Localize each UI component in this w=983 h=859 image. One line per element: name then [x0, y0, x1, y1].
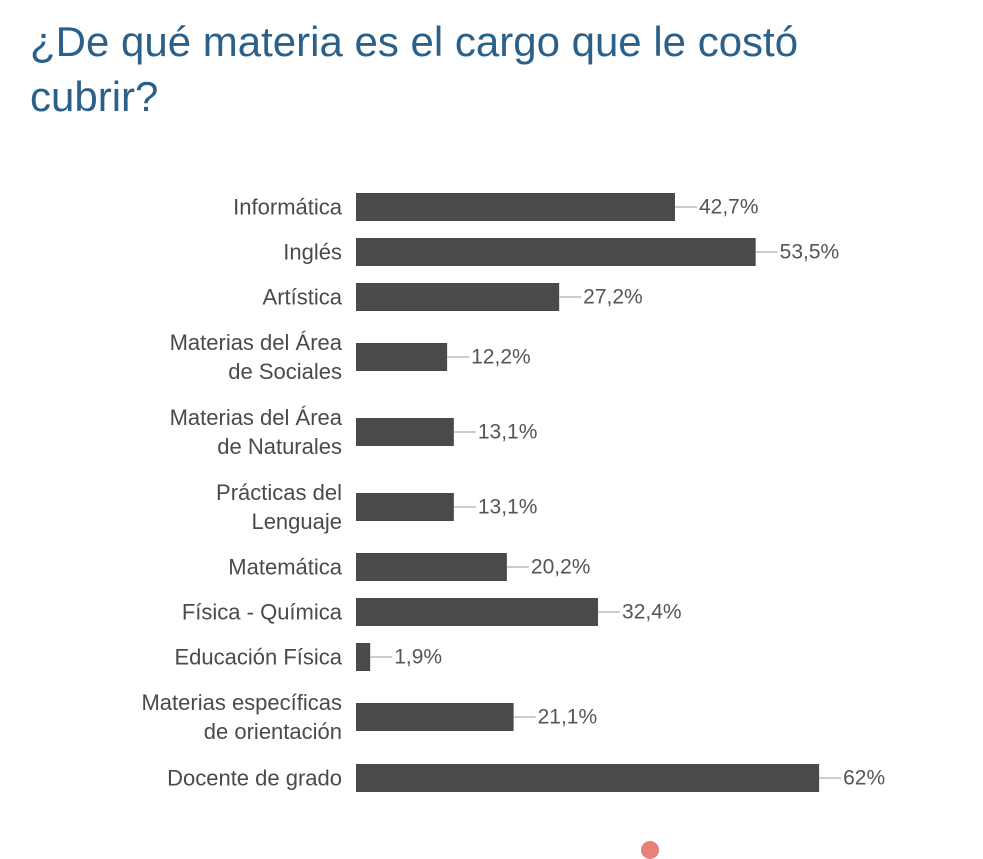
value-label: 21,1% — [538, 706, 598, 729]
value-label: 53,5% — [780, 241, 840, 264]
chart-title: ¿De qué materia es el cargo que le costó… — [30, 18, 799, 120]
category-label: Materias del Área — [170, 405, 343, 430]
category-label: Docente de grado — [167, 766, 342, 791]
value-label: 13,1% — [478, 421, 538, 444]
value-label: 62% — [843, 767, 885, 790]
value-label: 20,2% — [531, 556, 591, 579]
bar — [356, 553, 507, 581]
category-label: Informática — [233, 195, 343, 220]
value-label: 27,2% — [583, 286, 643, 309]
category-label: Materias específicas — [141, 690, 342, 715]
bar — [356, 418, 454, 446]
red-dot-decoration — [641, 841, 659, 859]
bar — [356, 343, 448, 371]
category-label: de orientación — [204, 719, 342, 744]
category-label: Educación Física — [174, 645, 342, 670]
value-label: 32,4% — [622, 601, 682, 624]
category-label: Prácticas del — [216, 480, 342, 505]
category-label: de Naturales — [217, 434, 342, 459]
category-label: Matemática — [228, 555, 342, 580]
category-label: Materias del Área — [170, 330, 343, 355]
bar — [356, 238, 756, 266]
category-label: Física - Química — [182, 600, 343, 625]
bar — [356, 493, 454, 521]
value-label: 42,7% — [699, 196, 759, 219]
bar — [356, 643, 371, 671]
bar — [356, 283, 560, 311]
value-label: 12,2% — [471, 346, 531, 369]
category-label: Inglés — [283, 240, 342, 265]
bar — [356, 703, 514, 731]
category-label: de Sociales — [228, 359, 342, 384]
value-label: 13,1% — [478, 496, 538, 519]
bar — [356, 598, 599, 626]
value-label: 1,9% — [394, 646, 442, 669]
category-label: Lenguaje — [251, 509, 342, 534]
category-label: Artística — [263, 285, 343, 310]
bar — [356, 193, 675, 221]
bar — [356, 764, 820, 792]
